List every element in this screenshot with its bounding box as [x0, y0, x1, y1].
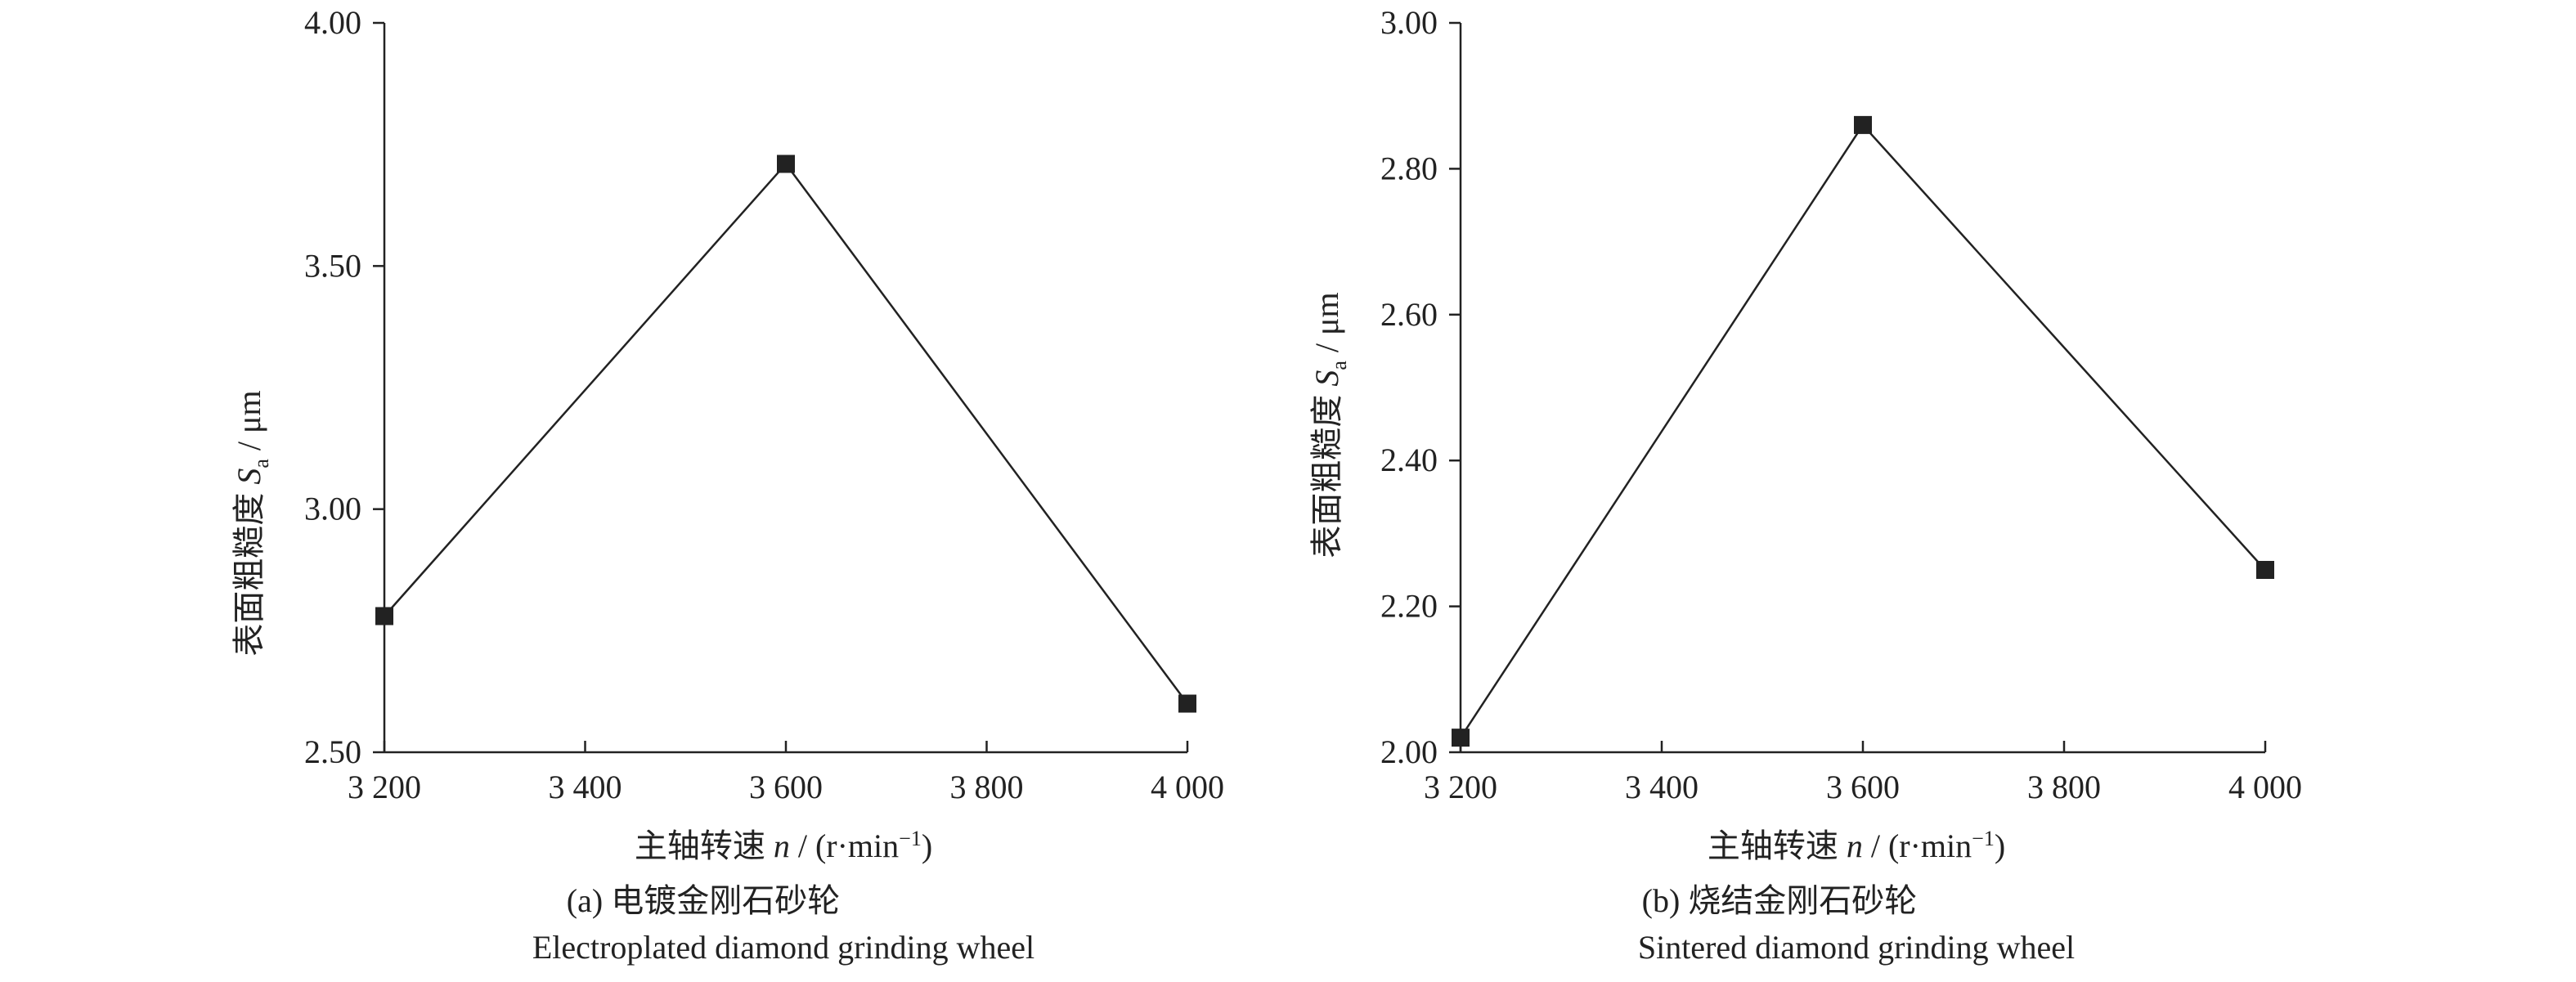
y-tick-label-a: 3.50	[304, 247, 361, 284]
x-tick-label-b: 3 600	[1826, 769, 1900, 805]
y-tick-label-a: 3.00	[304, 491, 361, 527]
caption-en-a: Electroplated diamond grinding wheel	[532, 929, 1034, 966]
y-tick-label-b: 2.60	[1380, 296, 1438, 333]
x-tick-label-a: 3 600	[749, 769, 823, 805]
x-tick-label-a: 4 000	[1151, 769, 1224, 805]
data-point-a	[1178, 694, 1196, 713]
chart-panel-b: 表面粗糙度Sa / μm 主轴转速 n / (r·min−1) (b) 烧结金刚石…	[1308, 4, 2302, 966]
data-point-a	[777, 155, 795, 173]
data-point-a	[375, 607, 393, 626]
x-tick-label-b: 3 400	[1625, 769, 1699, 805]
data-point-b	[1452, 729, 1470, 747]
x-tick-label-b: 4 000	[2228, 769, 2302, 805]
y-axis-title-a: 表面粗糙度Sa / μm	[231, 390, 273, 656]
x-tick-label-a: 3 200	[348, 769, 421, 805]
data-point-b	[2256, 561, 2274, 579]
caption-cn-b: (b) 烧结金刚石砂轮	[1642, 882, 1918, 919]
y-tick-label-b: 2.00	[1380, 733, 1438, 770]
x-tick-label-b: 3 200	[1424, 769, 1497, 805]
y-tick-label-a: 4.00	[304, 4, 361, 41]
y-tick-label-b: 2.40	[1380, 442, 1438, 478]
caption-cn-a: (a) 电镀金刚石砂轮	[567, 882, 840, 919]
y-tick-label-a: 2.50	[304, 733, 361, 770]
x-axis-title-a: 主轴转速 n / (r·min−1)	[635, 827, 932, 864]
y-tick-label-b: 2.80	[1380, 150, 1438, 186]
y-axis-title-b: 表面粗糙度Sa / μm	[1308, 292, 1351, 558]
data-point-b	[1854, 115, 1872, 134]
x-tick-label-a: 3 400	[549, 769, 622, 805]
y-tick-label-b: 2.20	[1380, 588, 1438, 625]
caption-en-b: Sintered diamond grinding wheel	[1638, 929, 2075, 966]
chart-panel-a: 表面粗糙度Sa / μm 主轴转速 n / (r·min−1) (a) 电镀金刚石…	[231, 4, 1224, 966]
x-axis-title-b: 主轴转速 n / (r·min−1)	[1708, 827, 2005, 864]
x-tick-label-b: 3 800	[2027, 769, 2101, 805]
y-tick-label-b: 3.00	[1380, 4, 1438, 41]
x-tick-label-a: 3 800	[950, 769, 1024, 805]
